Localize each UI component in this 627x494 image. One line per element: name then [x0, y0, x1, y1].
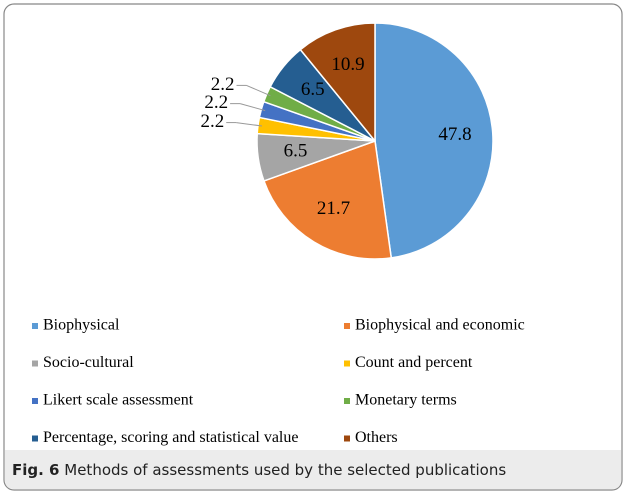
data-label: 2.2 [204, 92, 228, 113]
legend-swatch [344, 435, 350, 442]
pie-slice [263, 139, 393, 260]
legend-label: Likert scale assessment [43, 392, 194, 409]
legend-swatch [32, 323, 38, 329]
data-label: 2.2 [200, 111, 224, 132]
legend-swatch [344, 323, 350, 329]
caption: Fig. 6 Methods of assessments used by th… [12, 461, 506, 479]
data-label: 47.8 [438, 124, 471, 145]
legend-swatch [32, 398, 38, 404]
legend-swatch [344, 398, 350, 404]
pie-slice [374, 22, 494, 259]
caption-band [5, 450, 621, 489]
legend-label: Count and percent [355, 354, 473, 371]
leader-line [236, 122, 263, 127]
data-label: 2.2 [211, 74, 235, 95]
data-label: 10.9 [331, 54, 364, 75]
legend-label: Biophysical and economic [355, 317, 525, 334]
legend-swatch [344, 360, 350, 367]
legend-swatch [32, 435, 38, 442]
pie-slice [299, 22, 376, 144]
leader-line [246, 84, 271, 97]
legend-label: Percentage, scoring and statistical valu… [43, 429, 298, 446]
legend-label: Monetary terms [355, 392, 457, 409]
data-label: 21.7 [317, 198, 350, 219]
legend-label: Others [355, 429, 398, 446]
caption-text: Methods of assessments used by the selec… [64, 461, 506, 479]
legend-label: Biophysical [43, 317, 120, 334]
data-label: 6.5 [284, 141, 308, 162]
leader-line [239, 103, 266, 112]
legend-label: Socio-cultural [43, 354, 134, 371]
data-label: 6.5 [301, 79, 325, 100]
legend-swatch [32, 360, 38, 367]
caption-label: Fig. 6 [12, 461, 59, 479]
